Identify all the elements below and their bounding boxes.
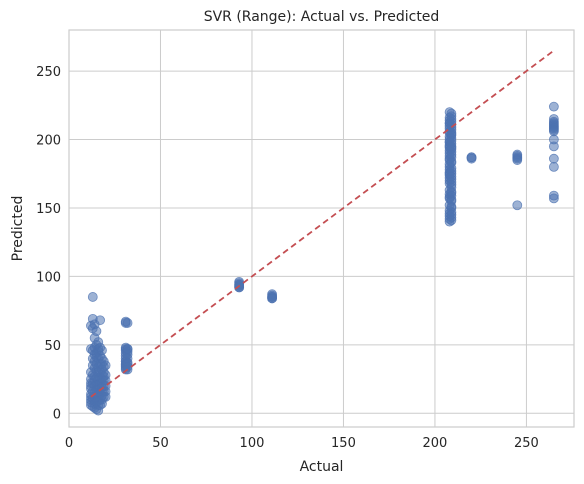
x-tick-label: 0	[65, 436, 73, 451]
scatter-point	[512, 200, 523, 211]
scatter-point	[548, 153, 559, 164]
scatter-point	[87, 292, 98, 302]
x-axis-label: Actual	[300, 459, 344, 475]
scatter-point	[446, 111, 457, 122]
scatter-point	[446, 209, 457, 220]
scatter-point	[267, 292, 277, 302]
scatter-point	[446, 127, 457, 138]
x-tick-label: 200	[423, 436, 448, 451]
scatter-point	[548, 126, 559, 137]
scatter-point	[97, 345, 107, 356]
chart-title: SVR (Range): Actual vs. Predicted	[204, 9, 440, 25]
y-tick-label: 150	[36, 202, 61, 217]
scatter-point	[548, 193, 559, 204]
y-tick-label: 200	[36, 134, 61, 149]
x-tick-label: 50	[152, 436, 169, 451]
scatter-point	[446, 157, 457, 168]
reference-line	[90, 49, 555, 398]
y-axis-ticks: 0 50 100 150 200 250	[36, 65, 61, 422]
scatter-point	[548, 141, 559, 152]
grid	[68, 30, 574, 427]
scatter-point	[122, 318, 133, 328]
scatter-point	[446, 188, 457, 198]
scatter-point	[512, 155, 523, 165]
plot-frame	[68, 29, 575, 428]
data-points	[86, 101, 559, 416]
scatter-point	[446, 141, 457, 152]
scatter-point	[100, 391, 111, 402]
x-tick-label: 100	[240, 436, 265, 451]
y-tick-label: 100	[36, 270, 61, 285]
scatter-point	[100, 360, 111, 371]
y-axis-label: Predicted	[10, 196, 26, 262]
scatter-point	[122, 344, 133, 354]
scatter-point	[466, 153, 477, 164]
x-tick-label: 250	[514, 436, 539, 451]
scatter-point	[548, 161, 559, 172]
scatter-point	[95, 315, 106, 326]
scatter-point	[91, 326, 102, 337]
x-axis-ticks: 0 50 100 150 200 250	[65, 436, 539, 451]
y-tick-label: 250	[36, 65, 61, 80]
scatter-point	[548, 101, 559, 112]
x-tick-label: 150	[331, 436, 356, 451]
y-tick-label: 0	[53, 407, 61, 422]
y-tick-label: 50	[44, 339, 61, 354]
